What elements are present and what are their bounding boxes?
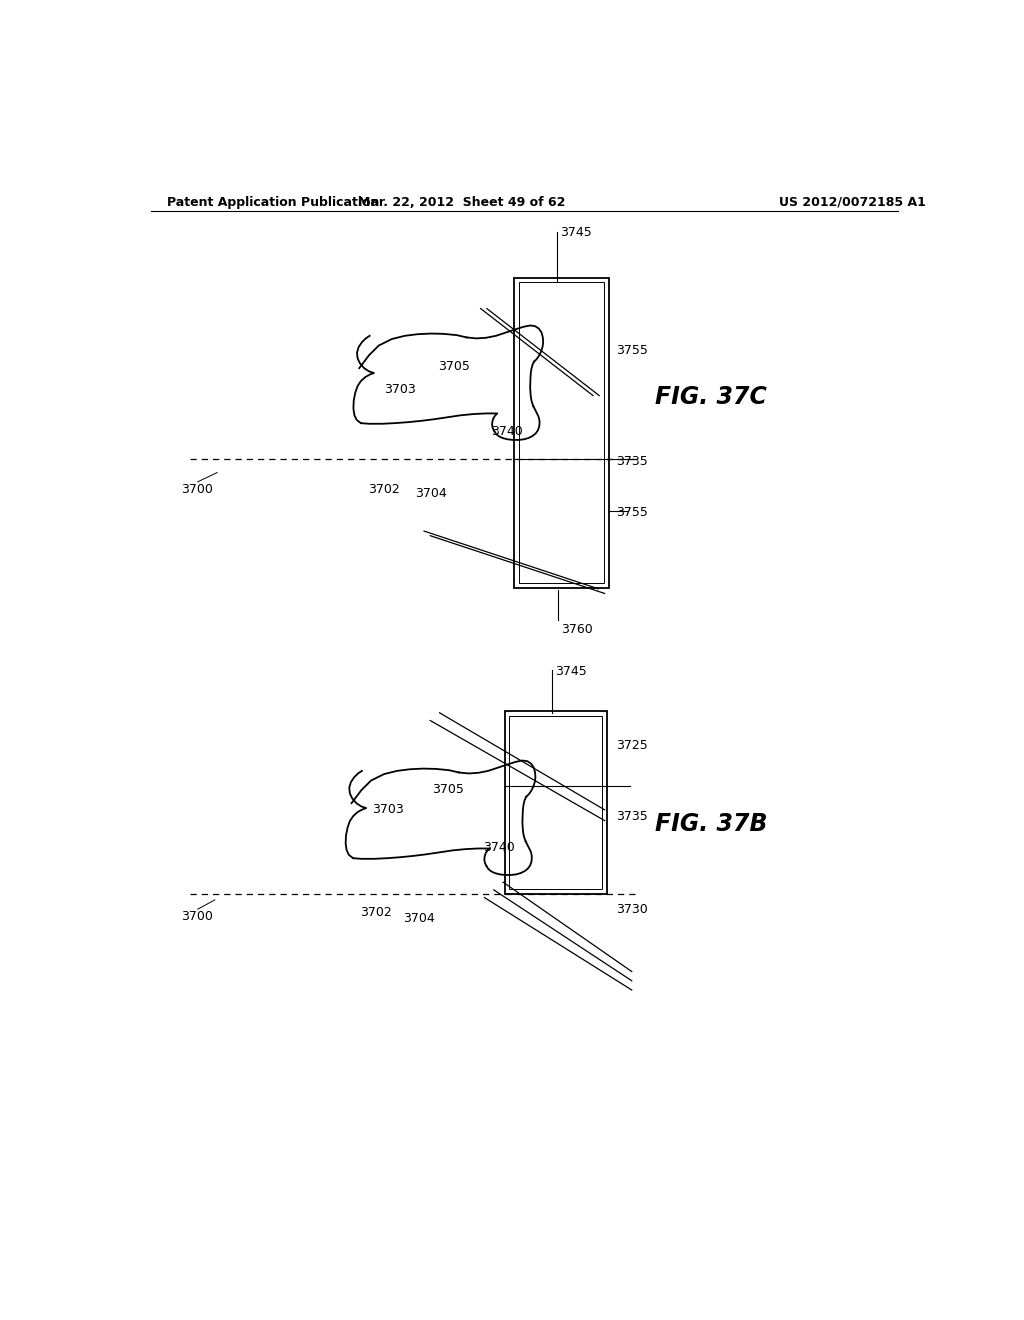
Bar: [505, 711, 607, 894]
Text: 3730: 3730: [616, 903, 648, 916]
Text: 3745: 3745: [555, 665, 587, 678]
Text: 3702: 3702: [360, 907, 392, 920]
Text: 3745: 3745: [560, 226, 592, 239]
Text: 3760: 3760: [561, 623, 593, 636]
Text: 3705: 3705: [432, 783, 464, 796]
Text: 3740: 3740: [483, 841, 515, 854]
Text: 3700: 3700: [180, 911, 213, 924]
Text: 3703: 3703: [372, 803, 403, 816]
Text: 3725: 3725: [616, 739, 648, 751]
Text: Patent Application Publication: Patent Application Publication: [167, 195, 379, 209]
Text: 3755: 3755: [616, 345, 648, 358]
Bar: [518, 282, 604, 583]
Text: 3705: 3705: [438, 360, 470, 372]
Text: 3735: 3735: [616, 454, 648, 467]
Bar: [514, 277, 608, 589]
Text: Mar. 22, 2012  Sheet 49 of 62: Mar. 22, 2012 Sheet 49 of 62: [357, 195, 565, 209]
Text: 3703: 3703: [384, 383, 416, 396]
Text: FIG. 37C: FIG. 37C: [655, 385, 767, 409]
Text: US 2012/0072185 A1: US 2012/0072185 A1: [779, 195, 926, 209]
Text: 3704: 3704: [403, 912, 435, 925]
Text: 3735: 3735: [616, 810, 648, 824]
Text: 3702: 3702: [369, 483, 400, 496]
Text: 3704: 3704: [415, 487, 446, 500]
Text: 3740: 3740: [490, 425, 522, 438]
Text: 3700: 3700: [180, 483, 213, 496]
Text: 3755: 3755: [616, 506, 648, 519]
Bar: [509, 715, 602, 890]
Text: FIG. 37B: FIG. 37B: [655, 812, 768, 837]
